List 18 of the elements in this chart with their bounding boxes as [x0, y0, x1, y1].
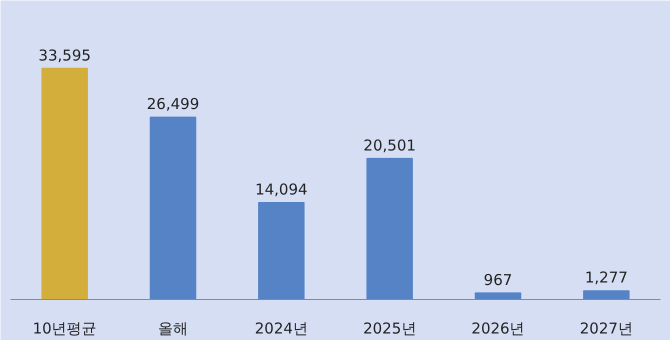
- data-label: 967: [484, 270, 512, 289]
- bar: [474, 292, 522, 300]
- data-label: 14,094: [255, 180, 308, 199]
- data-label: 20,501: [363, 136, 416, 154]
- bar: [41, 68, 88, 300]
- x-tick-label: 2025년: [363, 320, 416, 338]
- x-tick-label: 올해: [158, 320, 188, 338]
- bar: [150, 116, 196, 300]
- data-label: 1,277: [584, 268, 628, 287]
- x-tick-label: 2024년: [254, 320, 308, 338]
- data-label: 33,595: [38, 46, 91, 64]
- bar: [583, 290, 630, 300]
- data-label: 26,499: [146, 95, 200, 114]
- x-tick-label: 2026년: [471, 320, 525, 338]
- x-tick-label: 2027년: [580, 320, 633, 338]
- x-tick-label: 10년평균: [32, 320, 97, 338]
- bar: [258, 202, 305, 300]
- bar: [366, 158, 413, 300]
